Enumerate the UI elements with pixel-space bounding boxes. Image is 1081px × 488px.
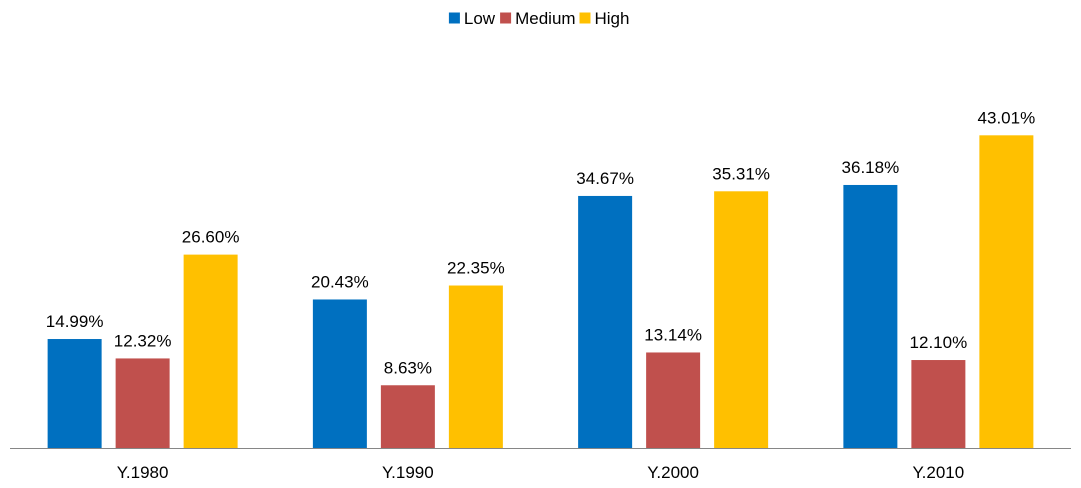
data-label-high-y1990: 22.35% — [447, 259, 505, 278]
legend-label-high: High — [595, 9, 630, 28]
data-labels-group: 14.99% 12.32% 26.60% 20.43% 8.63% 22.35% 34.67… — [46, 108, 1035, 377]
data-label-low-y1990: 20.43% — [311, 272, 369, 291]
bar-medium-y2010 — [911, 360, 966, 448]
x-tick-label: Y.1990 — [382, 463, 434, 482]
data-label-high-y1980: 26.60% — [182, 228, 240, 247]
bar-medium-y2000 — [646, 352, 701, 448]
data-label-low-y2010: 36.18% — [842, 158, 900, 177]
x-tick-label: Y.2010 — [913, 463, 965, 482]
data-label-low-y2000: 34.67% — [576, 169, 634, 188]
x-tick-label: Y.2000 — [647, 463, 699, 482]
data-label-medium-y1980: 12.32% — [114, 331, 172, 350]
legend-swatch-high — [579, 12, 591, 24]
data-label-medium-y2010: 12.10% — [910, 333, 968, 352]
legend-label-medium: Medium — [515, 9, 575, 28]
legend-swatch-low — [448, 12, 460, 24]
data-label-high-y2000: 35.31% — [712, 164, 770, 183]
bar-low-y2000 — [578, 195, 633, 448]
bars-group — [47, 135, 1034, 448]
bar-low-y1990 — [312, 299, 367, 448]
data-label-medium-y2000: 13.14% — [644, 325, 702, 344]
bar-high-y1980 — [183, 254, 238, 448]
bar-medium-y1990 — [380, 385, 435, 448]
data-label-high-y2010: 43.01% — [978, 108, 1036, 127]
bar-low-y2010 — [843, 184, 898, 448]
bar-high-y1990 — [448, 285, 503, 448]
bar-high-y2000 — [714, 191, 769, 448]
bar-low-y1980 — [47, 339, 102, 448]
bar-high-y2010 — [979, 135, 1034, 448]
x-tick-label: Y.1980 — [117, 463, 169, 482]
chart-legend: Low Medium High — [448, 9, 630, 28]
x-tick-labels-group: Y.1980 Y.1990 Y.2000 Y.2010 — [117, 463, 964, 482]
legend-swatch-medium — [500, 12, 512, 24]
legend-label-low: Low — [464, 9, 496, 28]
bar-medium-y1980 — [115, 358, 170, 448]
data-label-medium-y1990: 8.63% — [384, 358, 432, 377]
data-label-low-y1980: 14.99% — [46, 312, 104, 331]
